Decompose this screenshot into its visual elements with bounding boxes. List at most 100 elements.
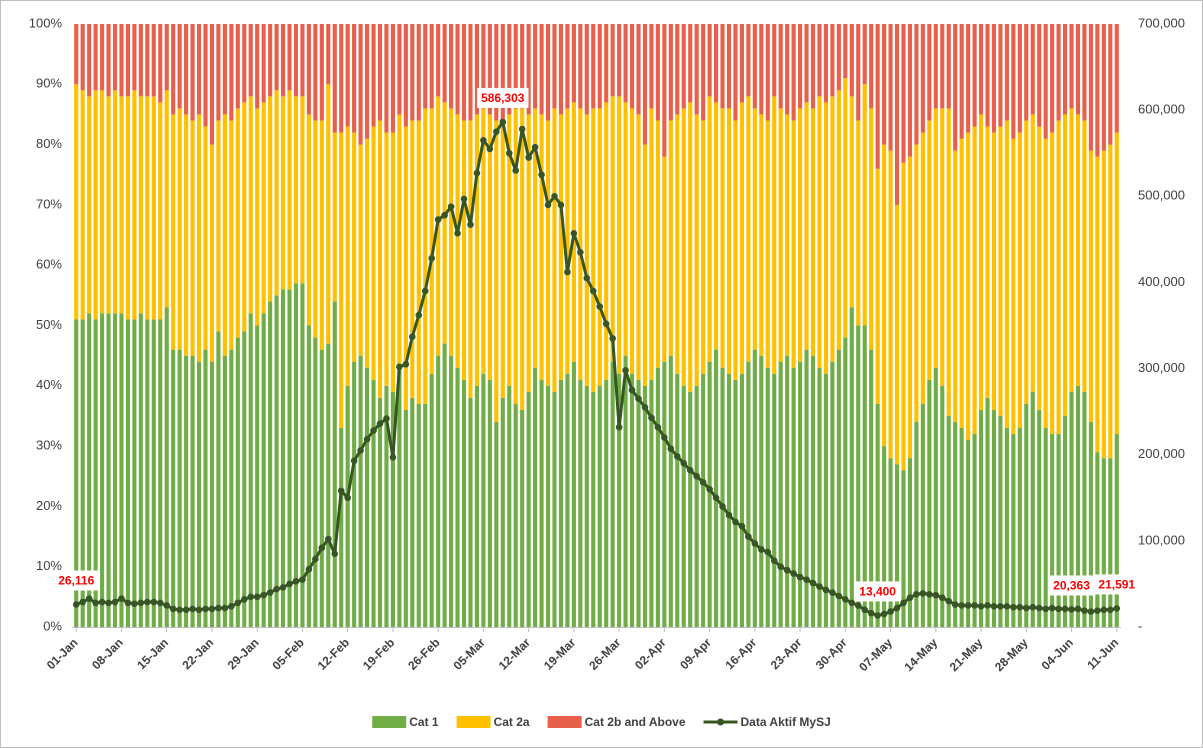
bar-segment [1062,415,1068,627]
bar-segment [132,24,137,91]
bar-segment [907,156,913,459]
line-marker [305,565,313,573]
bars [74,24,1119,627]
line-marker [809,579,817,587]
bar-segment [235,337,240,627]
bar-segment [481,24,486,109]
bar-segment [371,24,376,127]
bar-segment [1011,138,1016,435]
bar-segment [1056,24,1061,121]
line-marker [874,612,881,619]
bar-segment [390,132,395,392]
bar-segment [268,24,273,97]
bar-segment [597,385,602,627]
line-marker [816,583,823,590]
bar-segment [843,337,848,627]
bar-segment [804,102,809,350]
bar-segment [151,96,156,320]
bar-segment [235,108,240,338]
bar-segment [636,114,641,380]
bar-segment [733,120,738,380]
bar-segment [752,24,757,109]
bar-segment [545,120,551,386]
line-marker [396,363,403,371]
line-marker [215,604,222,612]
line-marker [680,460,688,467]
bar-segment [87,24,92,97]
bar-segment [914,24,919,145]
bar-segment [209,361,215,627]
bar-segment [481,373,486,627]
line-marker [997,603,1004,610]
bar-segment [352,24,357,133]
bar-segment [171,24,176,115]
line-marker [790,570,797,577]
line-marker [409,333,416,340]
bar-segment [1088,24,1093,151]
bar-segment [138,24,143,97]
bar-segment [1101,150,1106,459]
bar-segment [591,391,596,627]
line-marker [318,544,326,552]
bar-segment [145,96,150,320]
y-tick-label: 60% [36,257,62,272]
y-tick-label: 10% [36,558,62,573]
bar-segment [817,367,822,627]
bar-segment [998,24,1003,127]
line-marker [829,589,836,596]
line-marker [719,503,726,510]
line-marker [234,599,242,607]
bar-segment [849,24,854,97]
bar-segment [384,132,389,386]
bar-segment [862,325,867,627]
line-marker [118,595,125,602]
bar-segment [933,108,938,368]
line-marker [1022,604,1030,612]
y-tick-label: 40% [36,377,62,392]
bar-segment [1062,114,1068,416]
bar-segment [222,114,227,356]
bar-segment [313,120,318,338]
bar-segment [966,132,971,441]
y-tick-label: 50% [36,317,62,332]
bar-segment [933,24,938,109]
bar-segment [339,24,344,133]
y2-tick-label: 700,000 [1138,15,1185,30]
bar-segment [688,102,693,392]
bar-segment [649,24,654,109]
bar-segment [1043,24,1048,139]
bar-segment [494,421,499,627]
line-marker [434,216,442,223]
bar-segment [449,355,454,627]
bar-segment [778,108,783,362]
line-marker [557,201,565,209]
bar-segment [345,126,350,386]
line-marker [745,533,752,540]
bar-segment [119,24,124,97]
bar-segment [112,24,118,91]
bar-segment [364,24,370,139]
bar-segment [798,108,803,362]
bar-segment [972,434,977,627]
bar-segment [112,90,118,314]
line-marker [208,605,216,613]
bar-segment [707,24,712,97]
bar-segment [810,24,816,109]
bar-segment [565,108,570,374]
bar-segment [242,24,247,103]
bar-segment [145,319,150,627]
bar-segment [701,24,706,121]
data-label-box [1094,574,1140,595]
bar-segment [785,355,790,627]
line-marker [1094,607,1101,614]
bar-segment [1056,434,1061,627]
bar-segment [326,343,331,627]
bar-segment [843,78,848,338]
bar-segment [726,108,732,374]
bar-segment [623,355,628,627]
bar-segment [675,373,680,627]
line-marker [350,457,358,465]
bar-segment [1037,24,1042,127]
bar-segment [287,24,292,91]
bar-segment [345,24,350,127]
